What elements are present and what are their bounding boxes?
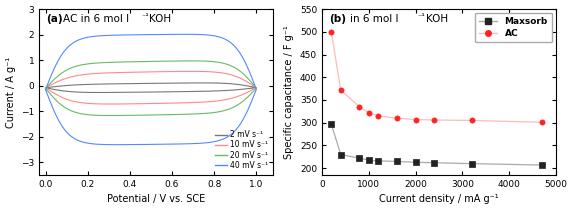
AC [374,114,383,118]
Y-axis label: Specific capacitance / F g⁻¹: Specific capacitance / F g⁻¹ [284,25,295,159]
10 mV s⁻¹ [139,71,146,73]
10 mV s⁻¹ [182,70,189,73]
2 mV s⁻¹ [198,82,205,84]
20 mV s⁻¹ [139,60,146,63]
AC [336,88,346,92]
10 mV s⁻¹ [140,102,147,105]
40 mV s⁻¹ [113,143,120,146]
2 mV s⁻¹ [139,82,146,85]
20 mV s⁻¹ [199,112,206,115]
40 mV s⁻¹ [182,33,189,35]
10 mV s⁻¹ [175,70,182,73]
Maxsorb [364,158,374,162]
20 mV s⁻¹ [107,114,114,117]
40 mV s⁻¹ [42,88,49,91]
2 mV s⁻¹ [175,82,182,84]
Text: KOH: KOH [426,14,448,24]
Line: 10 mV s⁻¹: 10 mV s⁻¹ [45,71,256,104]
40 mV s⁻¹ [175,33,182,35]
20 mV s⁻¹ [140,114,147,116]
Text: ⁻¹: ⁻¹ [141,12,149,21]
2 mV s⁻¹ [183,90,190,93]
10 mV s⁻¹ [199,101,206,103]
AC [364,111,374,114]
Maxsorb [327,122,336,126]
20 mV s⁻¹ [182,60,189,62]
AC [411,118,420,121]
X-axis label: Current density / mA g⁻¹: Current density / mA g⁻¹ [379,194,499,205]
AC [327,30,336,33]
Maxsorb [467,162,476,165]
Line: 40 mV s⁻¹: 40 mV s⁻¹ [45,34,256,145]
Text: (b): (b) [329,14,346,24]
2 mV s⁻¹ [182,82,189,84]
2 mV s⁻¹ [199,90,206,93]
40 mV s⁻¹ [199,142,206,144]
20 mV s⁻¹ [183,113,190,116]
Legend: 2 mV s⁻¹, 10 mV s⁻¹, 20 mV s⁻¹, 40 mV s⁻¹: 2 mV s⁻¹, 10 mV s⁻¹, 20 mV s⁻¹, 40 mV s⁻… [214,129,269,171]
AC [393,117,402,120]
20 mV s⁻¹ [42,87,49,89]
AC [537,121,547,124]
Text: KOH: KOH [149,14,171,24]
10 mV s⁻¹ [107,103,113,105]
10 mV s⁻¹ [183,101,190,104]
AC [467,119,476,122]
2 mV s⁻¹ [42,87,49,89]
Text: AC in 6 mol l: AC in 6 mol l [62,14,129,24]
Text: ⁻¹: ⁻¹ [418,12,426,21]
20 mV s⁻¹ [188,60,195,62]
Maxsorb [393,160,402,163]
Maxsorb [355,156,364,160]
10 mV s⁻¹ [42,87,49,89]
20 mV s⁻¹ [42,87,49,89]
Maxsorb [430,161,439,164]
40 mV s⁻¹ [182,33,189,35]
2 mV s⁻¹ [140,91,147,93]
Maxsorb [374,159,383,163]
Y-axis label: Current / A g⁻¹: Current / A g⁻¹ [6,56,15,128]
Maxsorb [537,163,547,167]
X-axis label: Potential / V vs. SCE: Potential / V vs. SCE [107,194,205,205]
20 mV s⁻¹ [175,60,182,62]
40 mV s⁻¹ [42,88,49,91]
Maxsorb [336,153,346,156]
10 mV s⁻¹ [42,87,49,89]
10 mV s⁻¹ [188,70,195,73]
Line: 20 mV s⁻¹: 20 mV s⁻¹ [45,61,256,116]
40 mV s⁻¹ [183,143,190,145]
Text: (a): (a) [46,14,63,24]
Text: in 6 mol l: in 6 mol l [350,14,399,24]
2 mV s⁻¹ [42,87,49,89]
AC [430,118,439,122]
Line: 2 mV s⁻¹: 2 mV s⁻¹ [45,83,256,93]
40 mV s⁻¹ [140,143,147,146]
2 mV s⁻¹ [97,91,104,94]
Maxsorb [411,161,420,164]
Legend: Maxsorb, AC: Maxsorb, AC [475,13,552,42]
AC [355,105,364,109]
40 mV s⁻¹ [139,33,146,36]
